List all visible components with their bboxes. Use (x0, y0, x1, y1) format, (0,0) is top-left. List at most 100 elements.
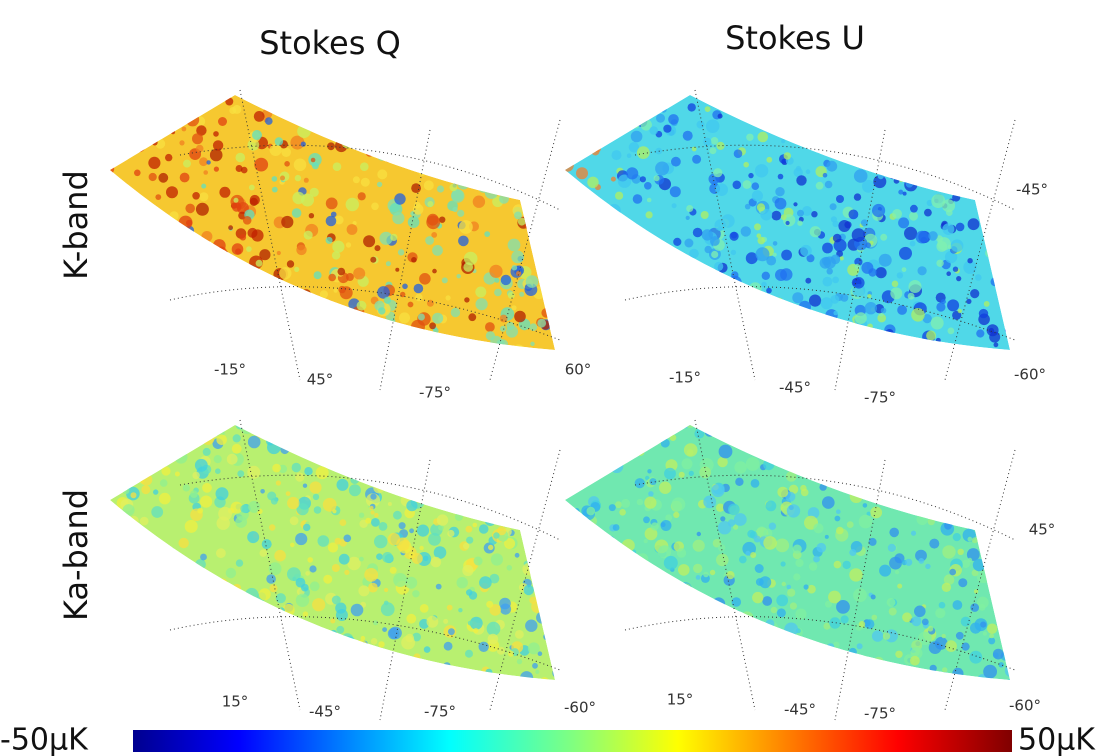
map-blob (350, 603, 364, 617)
map-blob (886, 149, 895, 158)
map-blob (612, 524, 620, 531)
map-blob (917, 266, 927, 276)
map-blob (369, 505, 374, 511)
map-blob (318, 126, 327, 135)
map-blob (173, 244, 180, 251)
map-blob (399, 312, 410, 324)
map-blob (398, 522, 406, 530)
map-blob (128, 132, 139, 144)
map-blob (1009, 291, 1010, 302)
map-blob (757, 131, 769, 143)
map-blob (475, 298, 488, 311)
map-blob (927, 107, 939, 119)
map-blob (239, 234, 247, 241)
map-blob (417, 115, 424, 122)
map-blob (297, 437, 306, 447)
map-blob (472, 195, 486, 208)
map-blob (216, 677, 223, 680)
map-blob (315, 99, 321, 106)
graticule-line (239, 89, 301, 381)
map-blob (329, 439, 338, 448)
map-blob (489, 573, 500, 584)
map-blob (674, 682, 679, 687)
map-blob (155, 138, 166, 149)
map-blob (413, 653, 421, 661)
map-blob (806, 674, 821, 680)
map-blob (860, 219, 868, 227)
map-blob (123, 297, 131, 304)
map-blob (412, 95, 424, 97)
map-blob (110, 665, 119, 676)
map-blob (678, 471, 685, 478)
map-blob (942, 545, 956, 559)
map-blob (540, 557, 546, 563)
map-blob (633, 649, 646, 661)
map-blob (458, 492, 472, 506)
map-blob (574, 524, 587, 537)
map-blob (265, 620, 277, 632)
map-blob (132, 270, 142, 280)
map-blob (484, 515, 496, 526)
map-blob (792, 544, 802, 554)
map-blob (871, 95, 876, 99)
map-blob (958, 140, 965, 147)
map-blob (899, 246, 912, 260)
map-blob (580, 331, 586, 337)
map-blob (499, 473, 505, 479)
map-blob (352, 221, 357, 226)
map-blob (162, 317, 173, 328)
map-blob (114, 129, 127, 142)
map-blob (649, 126, 658, 135)
map-blob (123, 645, 136, 658)
map-blob (270, 425, 283, 427)
map-blob (203, 170, 208, 175)
map-blob (273, 325, 278, 329)
map-blob (840, 448, 849, 457)
map-blob (312, 493, 320, 501)
map-blob (552, 264, 555, 278)
map-blob (815, 448, 829, 462)
map-blob (121, 417, 129, 425)
map-blob (565, 531, 568, 542)
map-blob (622, 298, 636, 312)
map-blob (587, 95, 600, 100)
map-blob (360, 177, 370, 187)
map-blob (967, 218, 980, 231)
map-blob (133, 548, 139, 554)
map-blob (384, 446, 394, 456)
map-blob (887, 543, 897, 553)
map-blob (588, 594, 596, 602)
map-blob (615, 259, 620, 265)
map-blob (616, 321, 629, 334)
map-blob (570, 203, 580, 213)
map-blob (681, 333, 686, 338)
map-blob (248, 500, 261, 513)
map-blob (833, 679, 839, 680)
map-blob (186, 324, 200, 338)
map-blob (321, 633, 328, 640)
map-blob (134, 169, 141, 177)
map-blob (267, 491, 277, 501)
map-blob (996, 539, 1007, 550)
map-blob (153, 436, 159, 442)
map-blob (826, 160, 838, 172)
map-blob (572, 335, 580, 343)
map-blob (392, 212, 405, 225)
map-blob (628, 425, 638, 427)
map-blob (287, 567, 301, 581)
map-blob (255, 259, 263, 267)
map-blob (853, 277, 865, 289)
map-blob (814, 121, 821, 129)
map-blob (606, 536, 615, 545)
map-blob (406, 447, 420, 461)
map-blob (716, 425, 725, 429)
map-blob (274, 137, 284, 146)
map-blob (240, 166, 248, 174)
map-blob (653, 268, 659, 274)
map-blob (716, 95, 727, 98)
map-blob (394, 193, 406, 205)
graticule-line (944, 449, 1016, 711)
map-blob (329, 446, 342, 459)
map-blob (214, 246, 228, 259)
map-blob (125, 212, 134, 221)
